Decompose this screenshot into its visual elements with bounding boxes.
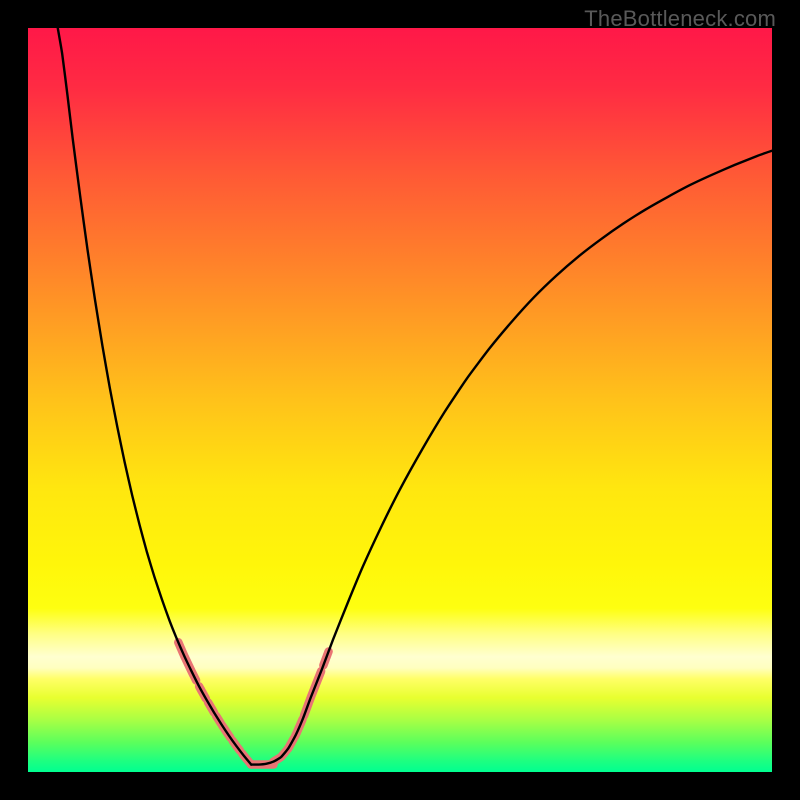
curve-markers [178,642,328,764]
curve-left [58,28,251,765]
chart-frame: TheBottleneck.com [0,0,800,800]
curve-right [251,151,772,765]
plot-area [28,28,772,772]
watermark-text: TheBottleneck.com [584,6,776,32]
curves-layer [28,28,772,772]
